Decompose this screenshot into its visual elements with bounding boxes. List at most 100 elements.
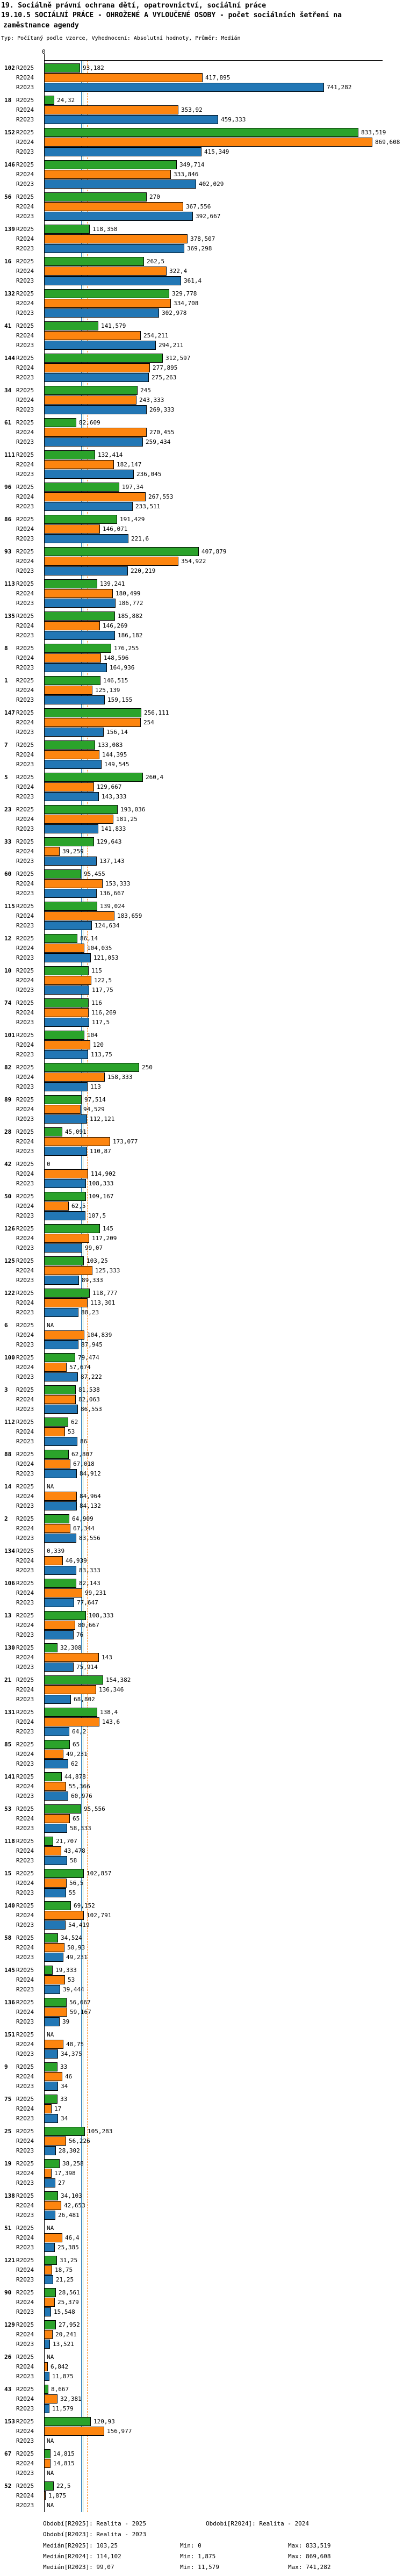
row-label-r2024: R2024 — [16, 719, 34, 726]
row-label-r2025: R2025 — [16, 2450, 34, 2457]
value-label: 64,909 — [72, 1515, 93, 1522]
bar-r2025 — [44, 1933, 58, 1942]
row-label-r2024: R2024 — [16, 1912, 34, 1919]
row-label-r2025: R2025 — [16, 548, 34, 555]
row-label-r2023: R2023 — [16, 1599, 34, 1606]
row-label-r2025: R2025 — [16, 613, 34, 620]
bar-group-112: 112 R2025 62 R2024 53 R2023 86 — [0, 1417, 403, 1450]
bar-r2024 — [44, 1395, 76, 1404]
bar-group-153: 153 R2025 120,93 R2024 156,977 R2023 NA — [0, 2417, 403, 2449]
value-label: 56,226 — [69, 2138, 90, 2145]
value-label: 55 — [69, 1889, 76, 1896]
value-label: 104,839 — [87, 1332, 112, 1339]
value-label: 120 — [93, 1041, 104, 1048]
group-label: 132 — [4, 290, 15, 297]
bar-group-25: 25 R2025 105,283 R2024 56,226 R2023 28,302 — [0, 2127, 403, 2159]
bar-r2023 — [44, 1566, 76, 1575]
value-label: 88,23 — [81, 1309, 99, 1316]
bar-r2024 — [44, 2330, 53, 2339]
bar-r2024 — [44, 2394, 57, 2404]
bar-group-8: 8 R2025 176,255 R2024 148,596 R2023 164,936 — [0, 644, 403, 676]
value-label: 378,507 — [190, 235, 215, 242]
bar-r2025 — [44, 676, 100, 685]
median-line-r2023 — [81, 61, 82, 2512]
row-label-r2025: R2025 — [16, 2483, 34, 2489]
group-label: 3 — [4, 1386, 8, 1393]
value-label: 312,597 — [165, 355, 191, 362]
value-label: 64,2 — [72, 1728, 87, 1735]
value-label: 14,815 — [53, 2450, 75, 2457]
row-label-r2024: R2024 — [16, 1203, 34, 1210]
row-label-r2023: R2023 — [16, 1148, 34, 1155]
bar-r2023 — [44, 373, 149, 382]
stat-median-r2025: Medián[R2025]: 103,25 — [43, 2542, 118, 2549]
row-label-r2023: R2023 — [16, 1664, 34, 1671]
bar-group-151: 151 R2025 NA R2024 48,75 R2023 34,375 — [0, 2030, 403, 2062]
value-label: 28,302 — [59, 2147, 80, 2154]
value-label: NA — [47, 2225, 54, 2232]
value-label: 114,902 — [91, 1170, 116, 1177]
row-label-r2024: R2024 — [16, 1944, 34, 1951]
value-label: 57,674 — [69, 1364, 91, 1371]
bar-group-21: 21 R2025 154,382 R2024 136,346 R2023 68,802 — [0, 1675, 403, 1708]
bar-r2023 — [44, 2307, 51, 2316]
bar-r2023 — [44, 1856, 67, 1865]
bar-group-14: 14 R2025 NA R2024 84,964 R2023 84,132 — [0, 1482, 403, 1514]
bar-group-126: 126 R2025 145 R2024 117,209 R2023 99,07 — [0, 1224, 403, 1256]
row-label-r2025: R2025 — [16, 419, 34, 426]
row-label-r2023: R2023 — [16, 2502, 34, 2509]
bar-r2023 — [44, 1985, 60, 1994]
value-label: 180,499 — [116, 590, 141, 597]
bar-r2024 — [44, 750, 99, 759]
row-label-r2025: R2025 — [16, 1999, 34, 2006]
row-label-r2025: R2025 — [16, 2354, 34, 2361]
row-label-r2024: R2024 — [16, 2073, 34, 2080]
group-label: 135 — [4, 613, 15, 620]
group-label: 23 — [4, 806, 12, 813]
row-label-r2023: R2023 — [16, 1986, 34, 1993]
bar-r2025 — [44, 2256, 57, 2265]
group-label: 122 — [4, 1290, 15, 1297]
row-label-r2023: R2023 — [16, 600, 34, 607]
bar-r2024 — [44, 557, 178, 566]
bar-group-101: 101 R2025 104 R2024 120 R2023 113,75 — [0, 1031, 403, 1063]
bar-r2025 — [44, 321, 98, 330]
value-label: 13,521 — [53, 2341, 74, 2348]
bar-r2023 — [44, 1727, 69, 1736]
bar-group-52: 52 R2025 22,5 R2024 1,875 R2023 NA — [0, 2481, 403, 2514]
row-label-r2024: R2024 — [16, 429, 34, 436]
bar-r2024 — [44, 105, 178, 114]
row-label-r2023: R2023 — [16, 471, 34, 478]
row-label-r2025: R2025 — [16, 1290, 34, 1297]
group-label: 85 — [4, 1741, 12, 1748]
value-label: 132,414 — [98, 451, 123, 458]
bar-group-90: 90 R2025 28,561 R2024 25,379 R2023 15,548 — [0, 2288, 403, 2320]
value-label: 156,977 — [107, 2428, 132, 2435]
bar-r2024 — [44, 2007, 67, 2017]
bar-group-129: 129 R2025 27,952 R2024 20,241 R2023 13,521 — [0, 2320, 403, 2352]
stat-min-r2025: Min: 0 — [180, 2542, 202, 2549]
group-label: 118 — [4, 1838, 15, 1845]
bar-r2024 — [44, 138, 372, 147]
bar-group-138: 138 R2025 34,103 R2024 42,653 R2023 26,481 — [0, 2191, 403, 2224]
bar-r2025 — [44, 1772, 62, 1781]
row-label-r2023: R2023 — [16, 922, 34, 929]
value-label: 67,018 — [73, 1460, 95, 1467]
bar-group-5: 5 R2025 260,4 R2024 129,667 R2023 143,333 — [0, 773, 403, 805]
bar-group-131: 131 R2025 138,4 R2024 143,6 R2023 64,2 — [0, 1708, 403, 1740]
value-label: 34 — [61, 2115, 68, 2122]
bar-r2025 — [44, 1708, 97, 1717]
bar-r2024 — [44, 589, 113, 598]
value-label: 82,063 — [78, 1396, 100, 1403]
bar-r2023 — [44, 1501, 77, 1510]
row-label-r2024: R2024 — [16, 1396, 34, 1403]
row-label-r2025: R2025 — [16, 2386, 34, 2393]
value-label: 417,895 — [205, 74, 231, 81]
bar-r2024 — [44, 460, 114, 469]
row-label-r2025: R2025 — [16, 193, 34, 200]
bar-r2025 — [44, 63, 80, 73]
group-label: 52 — [4, 2483, 12, 2489]
bar-r2023 — [44, 470, 134, 479]
value-label: 99,07 — [85, 1244, 103, 1251]
bar-group-100: 100 R2025 79,474 R2024 57,674 R2023 87,222 — [0, 1353, 403, 1385]
